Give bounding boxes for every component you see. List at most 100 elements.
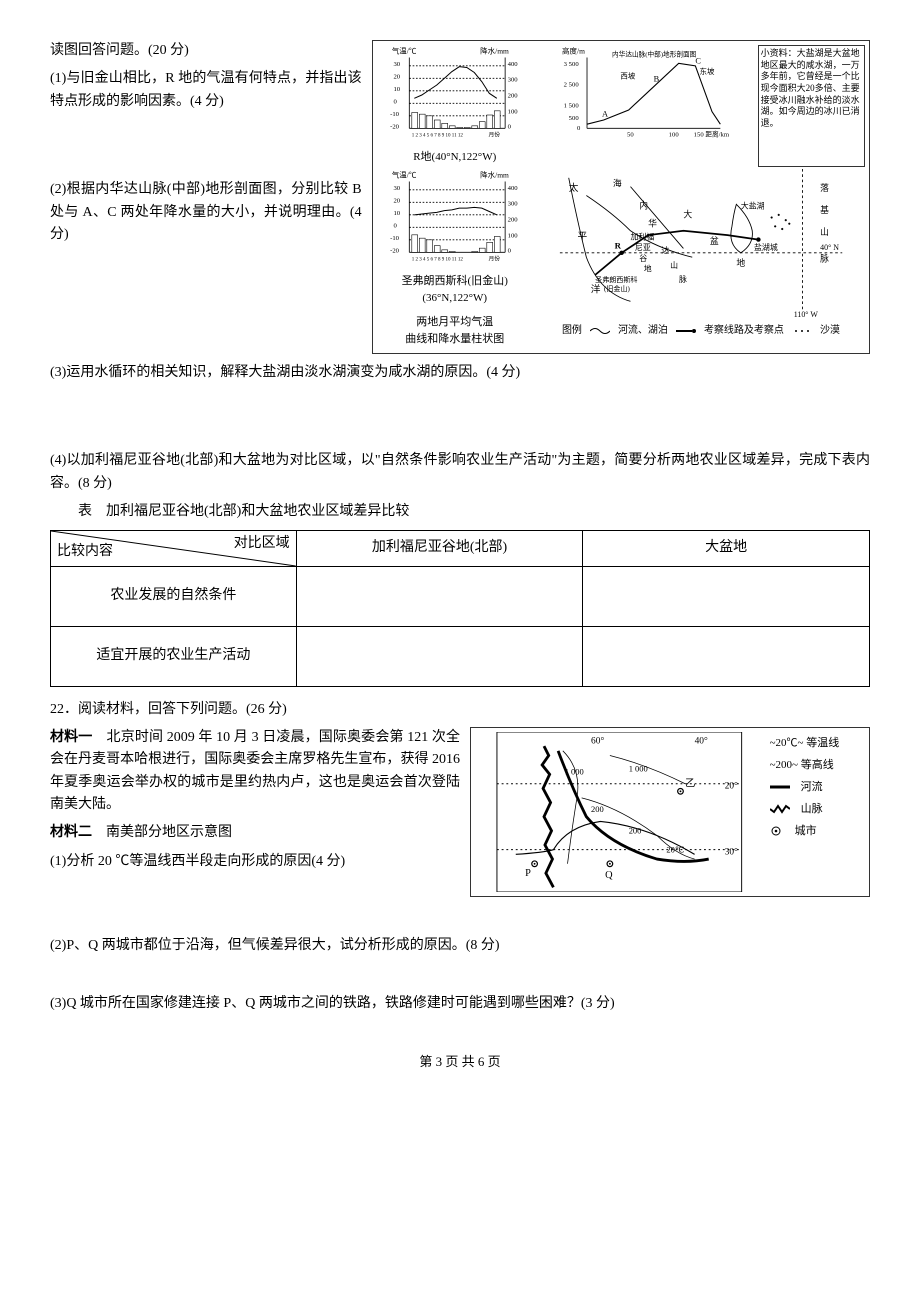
q22-title: 22．阅读材料，回答下列问题。(26 分) (50, 699, 870, 721)
svg-text:3 500: 3 500 (564, 61, 580, 68)
svg-text:大盐湖: 大盐湖 (741, 200, 765, 210)
q22-part1: (1)分析 20 ℃等温线西半段走向形成的原因(4 分) (50, 851, 460, 873)
svg-text:达: 达 (661, 244, 669, 254)
svg-text:基: 基 (820, 204, 829, 215)
table-row2-label: 适宜开展的农业生产活动 (51, 626, 297, 686)
svg-text:1 000: 1 000 (629, 763, 648, 773)
svg-text:1 2 3 4 5 6 7 8 9 10 11 12: 1 2 3 4 5 6 7 8 9 10 11 12 (411, 257, 463, 262)
pair-caption1: 两地月平均气温 (377, 314, 533, 332)
q21-table-caption: 表 加利福尼亚谷地(北部)和大盆地农业区域差异比较 (50, 501, 870, 523)
svg-text:降水/mm: 降水/mm (480, 45, 509, 55)
svg-text:1 2 3 4 5 6 7 8 9 10 11 12: 1 2 3 4 5 6 7 8 9 10 11 12 (411, 134, 463, 139)
svg-text:大: 大 (683, 208, 692, 219)
svg-text:地: 地 (736, 257, 745, 268)
svg-text:太: 太 (569, 181, 579, 194)
svg-text:0: 0 (577, 125, 581, 132)
svg-text:300: 300 (507, 200, 518, 207)
svg-text:东坡: 东坡 (699, 66, 714, 76)
svg-text:气温/℃: 气温/℃ (391, 45, 416, 55)
climate-chart-SF: 气温/℃ 降水/mm 30 20 10 0 -10 -20 400 300 20… (377, 169, 533, 269)
svg-text:西坡: 西坡 (620, 70, 635, 80)
region-map: 40° N 110° W 太 海 平 洋 R 内 华 加利福 (537, 169, 865, 319)
svg-text:100: 100 (507, 232, 518, 239)
svg-text:30: 30 (393, 184, 400, 191)
table-cell-r1c1 (296, 566, 583, 626)
q22-part3: (3)Q 城市所在国家修建连接 P、Q 两城市之间的铁路，铁路修建时可能遇到哪些… (50, 993, 870, 1015)
svg-text:20: 20 (393, 73, 400, 80)
svg-text:落: 落 (820, 182, 829, 193)
table-cell-r2c1 (296, 626, 583, 686)
svg-text:P: P (525, 868, 531, 879)
svg-text:30: 30 (393, 61, 400, 68)
svg-text:B: B (654, 75, 660, 84)
svg-text:乙: 乙 (685, 778, 695, 790)
svg-text:A: A (602, 110, 608, 119)
climate-SF-caption2: (36°N,122°W) (377, 290, 533, 308)
svg-text:脉: 脉 (679, 274, 687, 284)
legend-contour: ~200~ 等高线 (770, 754, 865, 776)
south-america-map: 60° 40° 20° 30° 1 000 1 000 200 200 2 (475, 732, 764, 892)
table-row1-label: 农业发展的自然条件 (51, 566, 297, 626)
svg-text:月份: 月份 (488, 254, 500, 262)
svg-text:0: 0 (507, 123, 511, 130)
q21-part3: (3)运用水循环的相关知识，解释大盐湖由淡水湖演变为咸水湖的原因。(4 分) (50, 362, 870, 384)
svg-text:C: C (695, 56, 701, 65)
pair-caption2: 曲线和降水量柱状图 (377, 331, 533, 349)
climate-R-caption: R地(40°N,122°W) (377, 149, 533, 167)
table-cell-r1c2 (583, 566, 870, 626)
svg-text:400: 400 (507, 61, 518, 68)
svg-text:-20: -20 (390, 247, 400, 254)
svg-text:平: 平 (577, 231, 587, 242)
svg-text:100: 100 (669, 132, 680, 139)
svg-text:150: 150 (694, 132, 705, 139)
svg-text:110° W: 110° W (794, 310, 819, 319)
svg-text:50: 50 (627, 132, 634, 139)
svg-text:高度/m: 高度/m (562, 45, 585, 55)
svg-text:降水/mm: 降水/mm (480, 169, 509, 179)
svg-text:400: 400 (507, 184, 518, 191)
svg-text:圣弗朗西斯科: 圣弗朗西斯科 (595, 275, 637, 284)
table-col2: 大盆地 (583, 530, 870, 566)
q21-part4: (4)以加利福尼亚谷地(北部)和大盆地为对比区域，以"自然条件影响农业生产活动"… (50, 450, 870, 495)
svg-text:山: 山 (670, 259, 678, 269)
svg-text:月份: 月份 (488, 131, 500, 139)
q22-figure: 60° 40° 20° 30° 1 000 1 000 200 200 2 (470, 727, 870, 897)
svg-text:0: 0 (393, 98, 397, 105)
svg-text:地: 地 (644, 263, 652, 273)
q22-part2: (2)P、Q 两城市都位于沿海，但气候差异很大，试分析形成的原因。(8 分) (50, 935, 870, 957)
legend-mountain: 山脉 (770, 798, 865, 820)
climate-chart-R: 气温/℃ 降水/mm 30 20 10 0 -10 -20 400 300 20… (377, 45, 533, 145)
q21-intro: 读图回答问题。(20 分) (50, 40, 362, 62)
q21-part1: (1)与旧金山相比，R 地的气温有何特点，并指出该特点形成的影响因素。(4 分) (50, 68, 362, 113)
q22-mat2: 材料二 南美部分地区示意图 (50, 822, 460, 844)
svg-text:20℃: 20℃ (666, 844, 684, 854)
svg-text:-20: -20 (390, 123, 400, 130)
q21-figure-composite: 气温/℃ 降水/mm 30 20 10 0 -10 -20 400 300 20… (372, 40, 870, 354)
svg-text:脉: 脉 (820, 253, 829, 263)
climate-SF-caption1: 圣弗朗西斯科(旧金山) (377, 273, 533, 291)
svg-text:40° N: 40° N (820, 243, 839, 252)
svg-text:500: 500 (569, 115, 580, 122)
svg-text:200: 200 (507, 93, 518, 100)
svg-text:距离/km: 距离/km (705, 130, 729, 139)
q22-mat1-label: 材料一 (50, 730, 92, 745)
svg-text:30°: 30° (725, 846, 738, 857)
svg-text:谷: 谷 (639, 253, 647, 262)
svg-text:40°: 40° (695, 735, 708, 746)
svg-text:山: 山 (820, 227, 829, 237)
svg-text:0: 0 (507, 247, 511, 254)
svg-text:20°: 20° (725, 780, 738, 791)
svg-text:-10: -10 (390, 234, 400, 241)
svg-text:华: 华 (648, 217, 657, 228)
svg-text:尼亚: 尼亚 (635, 243, 651, 252)
svg-text:300: 300 (507, 77, 518, 84)
svg-text:-10: -10 (390, 111, 400, 118)
svg-text:盐湖城: 盐湖城 (754, 242, 778, 252)
svg-text:海: 海 (613, 177, 622, 188)
svg-text:2 500: 2 500 (564, 82, 580, 89)
svg-text:20: 20 (393, 197, 400, 204)
legend-isotherm: ~20℃~ 等温线 (770, 732, 865, 754)
table-header-tl: 对比区域 (234, 533, 290, 555)
table-col1: 加利福尼亚谷地(北部) (296, 530, 583, 566)
svg-text:(旧金山): (旧金山) (604, 283, 630, 292)
